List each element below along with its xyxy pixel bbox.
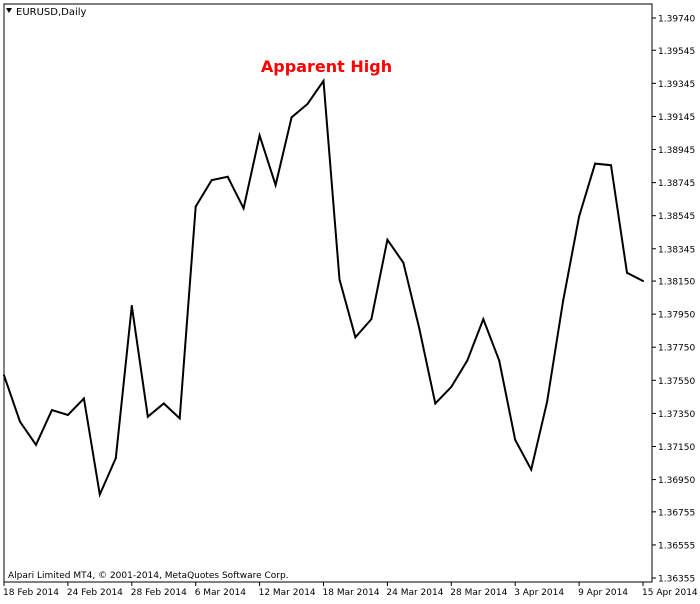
y-tick-label: 1.36355 [658,575,695,585]
price-point [594,162,597,165]
x-axis: 18 Feb 2014 24 Feb 2014 28 Feb 2014 6 Mar 2… [3,582,698,598]
price-point [338,278,341,281]
x-tick-label: 18 Mar 2014 [323,588,380,598]
x-tick-label: 24 Mar 2014 [386,588,443,598]
price-point [274,184,277,187]
y-tick-label: 1.39345 [658,80,695,90]
y-tick-label: 1.39545 [658,47,695,57]
y-tick-label: 1.38150 [658,278,695,288]
price-point [3,374,5,377]
price-point [402,261,405,264]
price-point [386,238,389,241]
price-point [642,280,644,282]
price-point [50,409,53,412]
price-point [466,359,469,362]
x-tick-label: 3 Apr 2014 [514,588,564,598]
x-tick-label: 28 Feb 2014 [131,588,187,598]
y-tick-label: 1.39145 [658,113,695,123]
price-point [19,420,21,423]
chart-title: EURUSD,Daily [16,7,87,18]
x-tick-label: 12 Mar 2014 [259,588,316,598]
x-tick-label: 24 Feb 2014 [67,588,123,598]
price-point [578,215,581,218]
price-point [66,414,69,416]
y-tick-label: 1.36755 [658,508,695,518]
price-point [562,299,565,302]
copyright-text: Alpari Limited MT4, © 2001-2014, MetaQuo… [8,571,289,581]
price-point [226,175,229,178]
y-tick-label: 1.38945 [658,146,695,156]
price-point [35,443,37,446]
price-point [434,402,437,405]
price-point [610,164,612,167]
y-tick-label: 1.36950 [658,476,695,486]
y-tick-label: 1.37350 [658,410,695,420]
price-point [114,457,117,460]
price-point [322,79,325,82]
price-point [530,468,533,471]
price-point [370,318,373,321]
price-point [482,318,485,321]
price-point [130,304,133,307]
y-tick-label: 1.39740 [658,15,695,25]
apparent-high-label: Apparent High [261,57,392,76]
x-tick-label: 18 Feb 2014 [3,588,59,598]
y-tick-label: 1.38745 [658,179,695,189]
triangle-down-icon[interactable] [6,8,12,13]
price-point [146,415,149,418]
plot-area [3,3,653,583]
price-point [162,402,165,405]
chart-title-bar[interactable]: EURUSD,Daily [6,7,87,18]
price-points [3,79,644,496]
price-point [546,400,549,403]
price-point [306,103,309,105]
x-tick-label: 9 Apr 2014 [578,588,628,598]
price-point [418,328,421,330]
y-tick-label: 1.37750 [658,344,695,354]
price-point [82,397,85,400]
y-tick-label: 1.36555 [658,541,695,551]
x-tick-label: 28 Mar 2014 [450,588,507,598]
y-tick-label: 1.38545 [658,212,695,222]
price-point [178,417,181,420]
price-point [498,359,501,362]
price-point [194,205,197,208]
y-tick-label: 1.38345 [658,245,695,255]
price-point [210,179,213,182]
price-point [626,271,628,274]
price-point [98,493,101,496]
y-tick-label: 1.37550 [658,377,695,387]
price-point [242,207,245,210]
x-tick-label: 6 Mar 2014 [195,588,247,598]
price-point [258,134,261,137]
y-axis: 1.39740 1.39545 1.39345 1.39145 1.38945 1.387… [652,15,695,585]
y-tick-label: 1.37150 [658,443,695,453]
y-tick-label: 1.37950 [658,311,695,321]
price-point [450,385,453,388]
price-point [290,116,293,119]
price-point [514,438,517,441]
x-tick-label: 15 Apr 2014 [642,588,698,598]
price-point [354,336,357,339]
